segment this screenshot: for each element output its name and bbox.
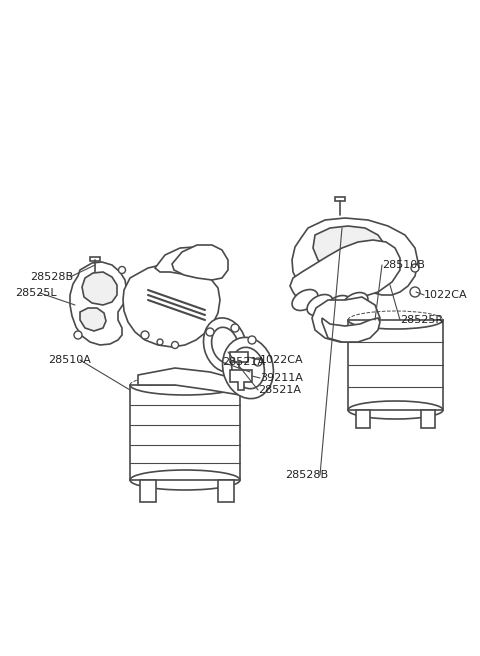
Polygon shape <box>155 247 218 278</box>
Text: 28510A: 28510A <box>48 355 91 365</box>
Polygon shape <box>130 385 240 480</box>
Polygon shape <box>312 297 380 342</box>
Ellipse shape <box>204 318 247 372</box>
Text: 39211A: 39211A <box>260 373 303 383</box>
Text: 28510B: 28510B <box>382 260 425 270</box>
Polygon shape <box>290 240 400 300</box>
Circle shape <box>171 342 179 348</box>
Polygon shape <box>303 268 328 290</box>
Ellipse shape <box>307 295 333 316</box>
Polygon shape <box>292 218 418 295</box>
Polygon shape <box>70 262 127 345</box>
Circle shape <box>157 339 163 345</box>
Ellipse shape <box>212 327 239 363</box>
Ellipse shape <box>223 337 274 399</box>
Circle shape <box>248 336 256 344</box>
Polygon shape <box>82 272 117 305</box>
Text: 28525R: 28525R <box>400 315 443 325</box>
Text: 28521A: 28521A <box>258 385 301 395</box>
Polygon shape <box>90 257 100 261</box>
Text: 28521A: 28521A <box>222 357 265 367</box>
Text: 28528B: 28528B <box>30 272 73 282</box>
Polygon shape <box>218 480 234 502</box>
Circle shape <box>294 286 302 294</box>
Circle shape <box>74 331 82 339</box>
Polygon shape <box>421 410 435 428</box>
Polygon shape <box>172 245 228 280</box>
Polygon shape <box>356 410 370 428</box>
Ellipse shape <box>292 289 318 310</box>
Polygon shape <box>140 480 156 502</box>
Text: 1022CA: 1022CA <box>424 290 468 300</box>
Ellipse shape <box>325 295 351 316</box>
Polygon shape <box>335 197 345 201</box>
Circle shape <box>231 324 239 332</box>
Polygon shape <box>80 308 106 331</box>
Polygon shape <box>230 352 248 362</box>
Circle shape <box>410 287 420 297</box>
Text: 28528B: 28528B <box>285 470 328 480</box>
Polygon shape <box>138 368 245 395</box>
Circle shape <box>206 328 214 336</box>
Circle shape <box>411 264 419 272</box>
Ellipse shape <box>232 347 264 389</box>
Polygon shape <box>313 226 385 272</box>
Ellipse shape <box>342 293 368 314</box>
Circle shape <box>254 358 262 366</box>
Circle shape <box>119 266 125 274</box>
Polygon shape <box>230 370 252 390</box>
Polygon shape <box>348 320 443 410</box>
Circle shape <box>238 374 246 382</box>
Text: 1022CA: 1022CA <box>260 355 304 365</box>
Circle shape <box>141 331 149 339</box>
Text: 28525L: 28525L <box>15 288 57 298</box>
Polygon shape <box>322 318 380 342</box>
Polygon shape <box>123 264 220 347</box>
